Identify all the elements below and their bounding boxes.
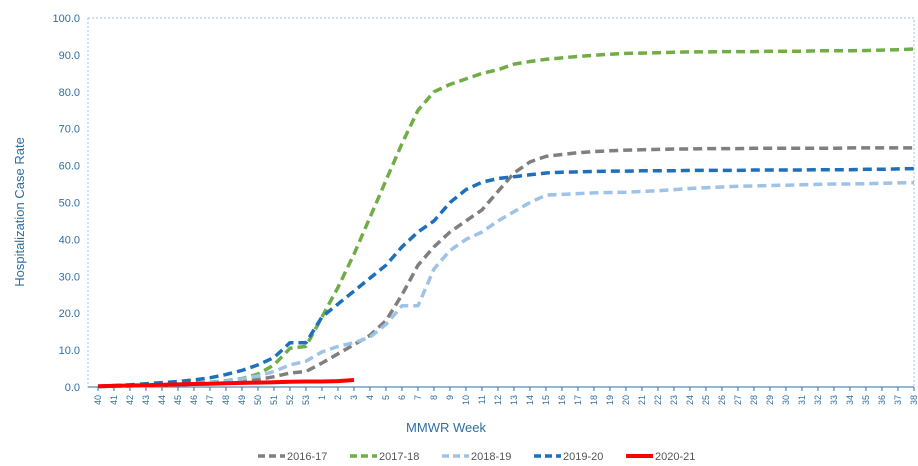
series-line-2016-17: [97, 146, 914, 389]
y-tick-label: 30.0: [59, 271, 80, 283]
legend-label: 2018-19: [471, 451, 511, 463]
x-axis-ticks: 40 41 42 43 44 45 46 47 48 49 50 51 52 53 1 2 3 4 5 6 7 8 9 10 1…: [93, 387, 918, 405]
x-tick-label: 25: [701, 395, 711, 405]
y-tick-label: 100.0: [52, 13, 80, 25]
x-tick-label: 36: [877, 395, 887, 405]
x-tick-label: 53: [301, 395, 311, 405]
x-tick-label: 4: [365, 395, 375, 400]
x-tick-label: 33: [829, 395, 839, 405]
x-tick-label: 51: [269, 395, 279, 405]
legend-label: 2017-18: [379, 451, 419, 463]
x-tick-label: 14: [525, 395, 535, 405]
x-tick-label: 6: [397, 395, 407, 400]
x-tick-label: 19: [605, 395, 615, 405]
legend: 2016-17 2017-18 2018-19 2019-20 2020-21: [258, 451, 695, 463]
x-tick-label: 41: [109, 395, 119, 405]
y-axis-ticks: 0.0 10.0 20.0 30.0 40.0 50.0 60.0 70.0 80.0 90.0 1…: [52, 13, 80, 394]
x-tick-label: 9: [445, 395, 455, 400]
x-tick-label: 31: [797, 395, 807, 405]
x-tick-label: 8: [429, 395, 439, 400]
x-tick-label: 30: [781, 395, 791, 405]
x-tick-label: 44: [157, 395, 167, 405]
y-tick-label: 60.0: [59, 161, 80, 173]
legend-label: 2019-20: [563, 451, 603, 463]
x-tick-label: 1: [317, 395, 327, 400]
series-line-2019-20: [97, 166, 915, 389]
x-tick-label: 29: [765, 395, 775, 405]
x-axis-label: MMWR Week: [406, 420, 486, 435]
x-tick-label: 12: [493, 395, 503, 405]
x-tick-label: 50: [253, 395, 263, 405]
x-tick-label: 34: [845, 395, 855, 405]
x-tick-label: 47: [205, 395, 215, 405]
x-tick-label: 23: [669, 395, 679, 405]
x-tick-label: 48: [221, 395, 231, 405]
x-tick-label: 10: [461, 395, 471, 405]
y-tick-label: 80.0: [59, 87, 80, 99]
y-tick-label: 0.0: [65, 382, 80, 394]
x-tick-label: 24: [685, 395, 695, 405]
x-tick-label: 35: [861, 395, 871, 405]
x-tick-label: 42: [125, 395, 135, 405]
legend-label: 2020-21: [655, 451, 695, 463]
x-tick-label: 22: [653, 395, 663, 405]
x-tick-label: 13: [509, 395, 519, 405]
x-tick-label: 46: [189, 395, 199, 405]
plot-frame: [87, 17, 915, 388]
series-line-2018-19: [97, 180, 915, 389]
x-tick-label: 5: [381, 395, 391, 400]
x-tick-label: 26: [717, 395, 727, 405]
x-tick-label: 7: [413, 395, 423, 400]
x-tick-label: 3: [349, 395, 359, 400]
x-tick-label: 11: [477, 395, 487, 404]
y-tick-label: 40.0: [59, 234, 80, 246]
x-tick-label: 18: [589, 395, 599, 405]
y-axis-label: Hospitalization Case Rate: [12, 137, 27, 287]
x-tick-label: 15: [541, 395, 551, 405]
x-tick-label: 37: [893, 395, 903, 405]
x-tick-label: 16: [557, 395, 567, 405]
x-tick-label: 27: [733, 395, 743, 405]
y-tick-label: 10.0: [59, 345, 80, 357]
series-line-2020-21: [97, 378, 355, 389]
x-tick-label: 32: [813, 395, 823, 405]
x-tick-label: 40: [93, 395, 103, 405]
y-tick-label: 70.0: [59, 124, 80, 136]
plot-border: [87, 17, 915, 388]
x-tick-label: 38: [909, 395, 918, 405]
x-tick-label: 17: [573, 395, 583, 405]
x-tick-label: 49: [237, 395, 247, 405]
x-tick-label: 45: [173, 395, 183, 405]
y-tick-label: 50.0: [59, 198, 80, 210]
legend-label: 2016-17: [287, 451, 327, 463]
x-tick-label: 52: [285, 395, 295, 405]
series-lines: [97, 47, 915, 389]
y-tick-label: 20.0: [59, 308, 80, 320]
x-tick-label: 20: [621, 395, 631, 405]
y-tick-label: 90.0: [59, 50, 80, 62]
series-line-2017-18: [97, 47, 915, 389]
x-tick-label: 2: [333, 395, 343, 400]
x-tick-label: 28: [749, 395, 759, 405]
x-tick-label: 43: [141, 395, 151, 405]
x-tick-label: 21: [637, 395, 647, 405]
